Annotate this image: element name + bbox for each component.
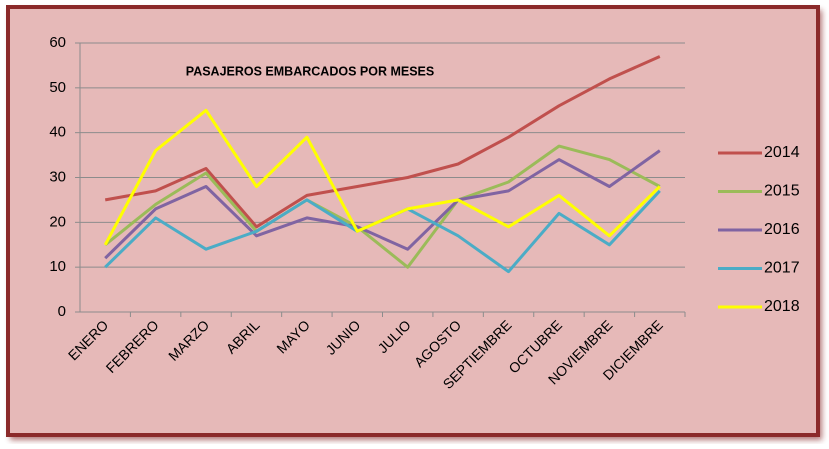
y-tick-label: 20 bbox=[49, 213, 66, 230]
chart-title: PASAJEROS EMBARCADOS POR MESES bbox=[186, 64, 434, 78]
series-line bbox=[104, 149, 661, 260]
legend-label: 2016 bbox=[764, 221, 800, 238]
legend-label: 2018 bbox=[764, 298, 800, 315]
y-tick-label: 40 bbox=[49, 124, 66, 141]
series-line bbox=[104, 144, 661, 269]
legend-label: 2015 bbox=[764, 183, 800, 200]
y-tick-label: 30 bbox=[49, 168, 66, 185]
legend-label: 2017 bbox=[764, 260, 800, 277]
y-tick-label: 50 bbox=[49, 79, 66, 96]
y-tick-label: 0 bbox=[58, 303, 66, 320]
series-line bbox=[104, 55, 661, 229]
y-tick-label: 60 bbox=[49, 34, 66, 51]
legend-label: 2014 bbox=[764, 144, 800, 161]
series-line bbox=[103, 108, 661, 246]
y-tick-label: 10 bbox=[49, 258, 66, 275]
